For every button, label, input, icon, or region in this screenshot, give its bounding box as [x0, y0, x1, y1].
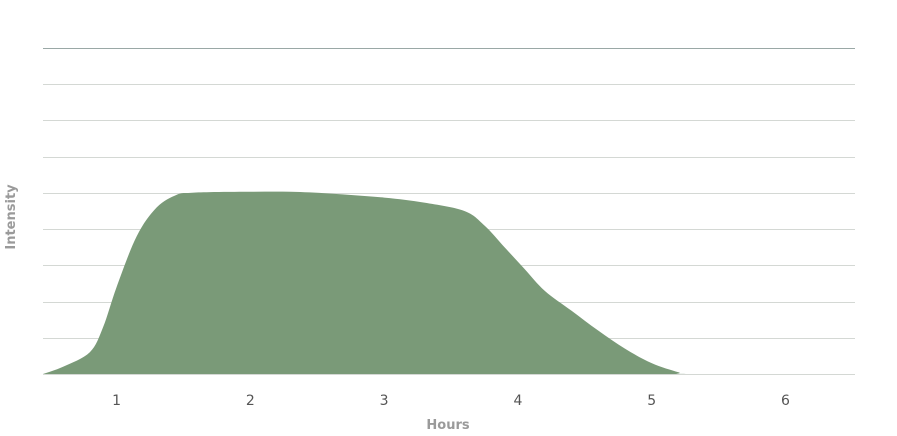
x-tick-label: 6	[781, 393, 790, 409]
x-tick-label: 1	[112, 393, 121, 409]
x-axis-ticks: 1 2 3 4 5 6	[112, 393, 790, 409]
x-tick-label: 5	[647, 393, 656, 409]
x-tick-label: 3	[380, 393, 389, 409]
x-axis-label: Hours	[426, 418, 469, 433]
x-tick-label: 4	[513, 393, 522, 409]
area-series-fill	[43, 191, 855, 374]
x-tick-label: 2	[246, 393, 255, 409]
y-axis-label: Intensity	[4, 184, 19, 250]
